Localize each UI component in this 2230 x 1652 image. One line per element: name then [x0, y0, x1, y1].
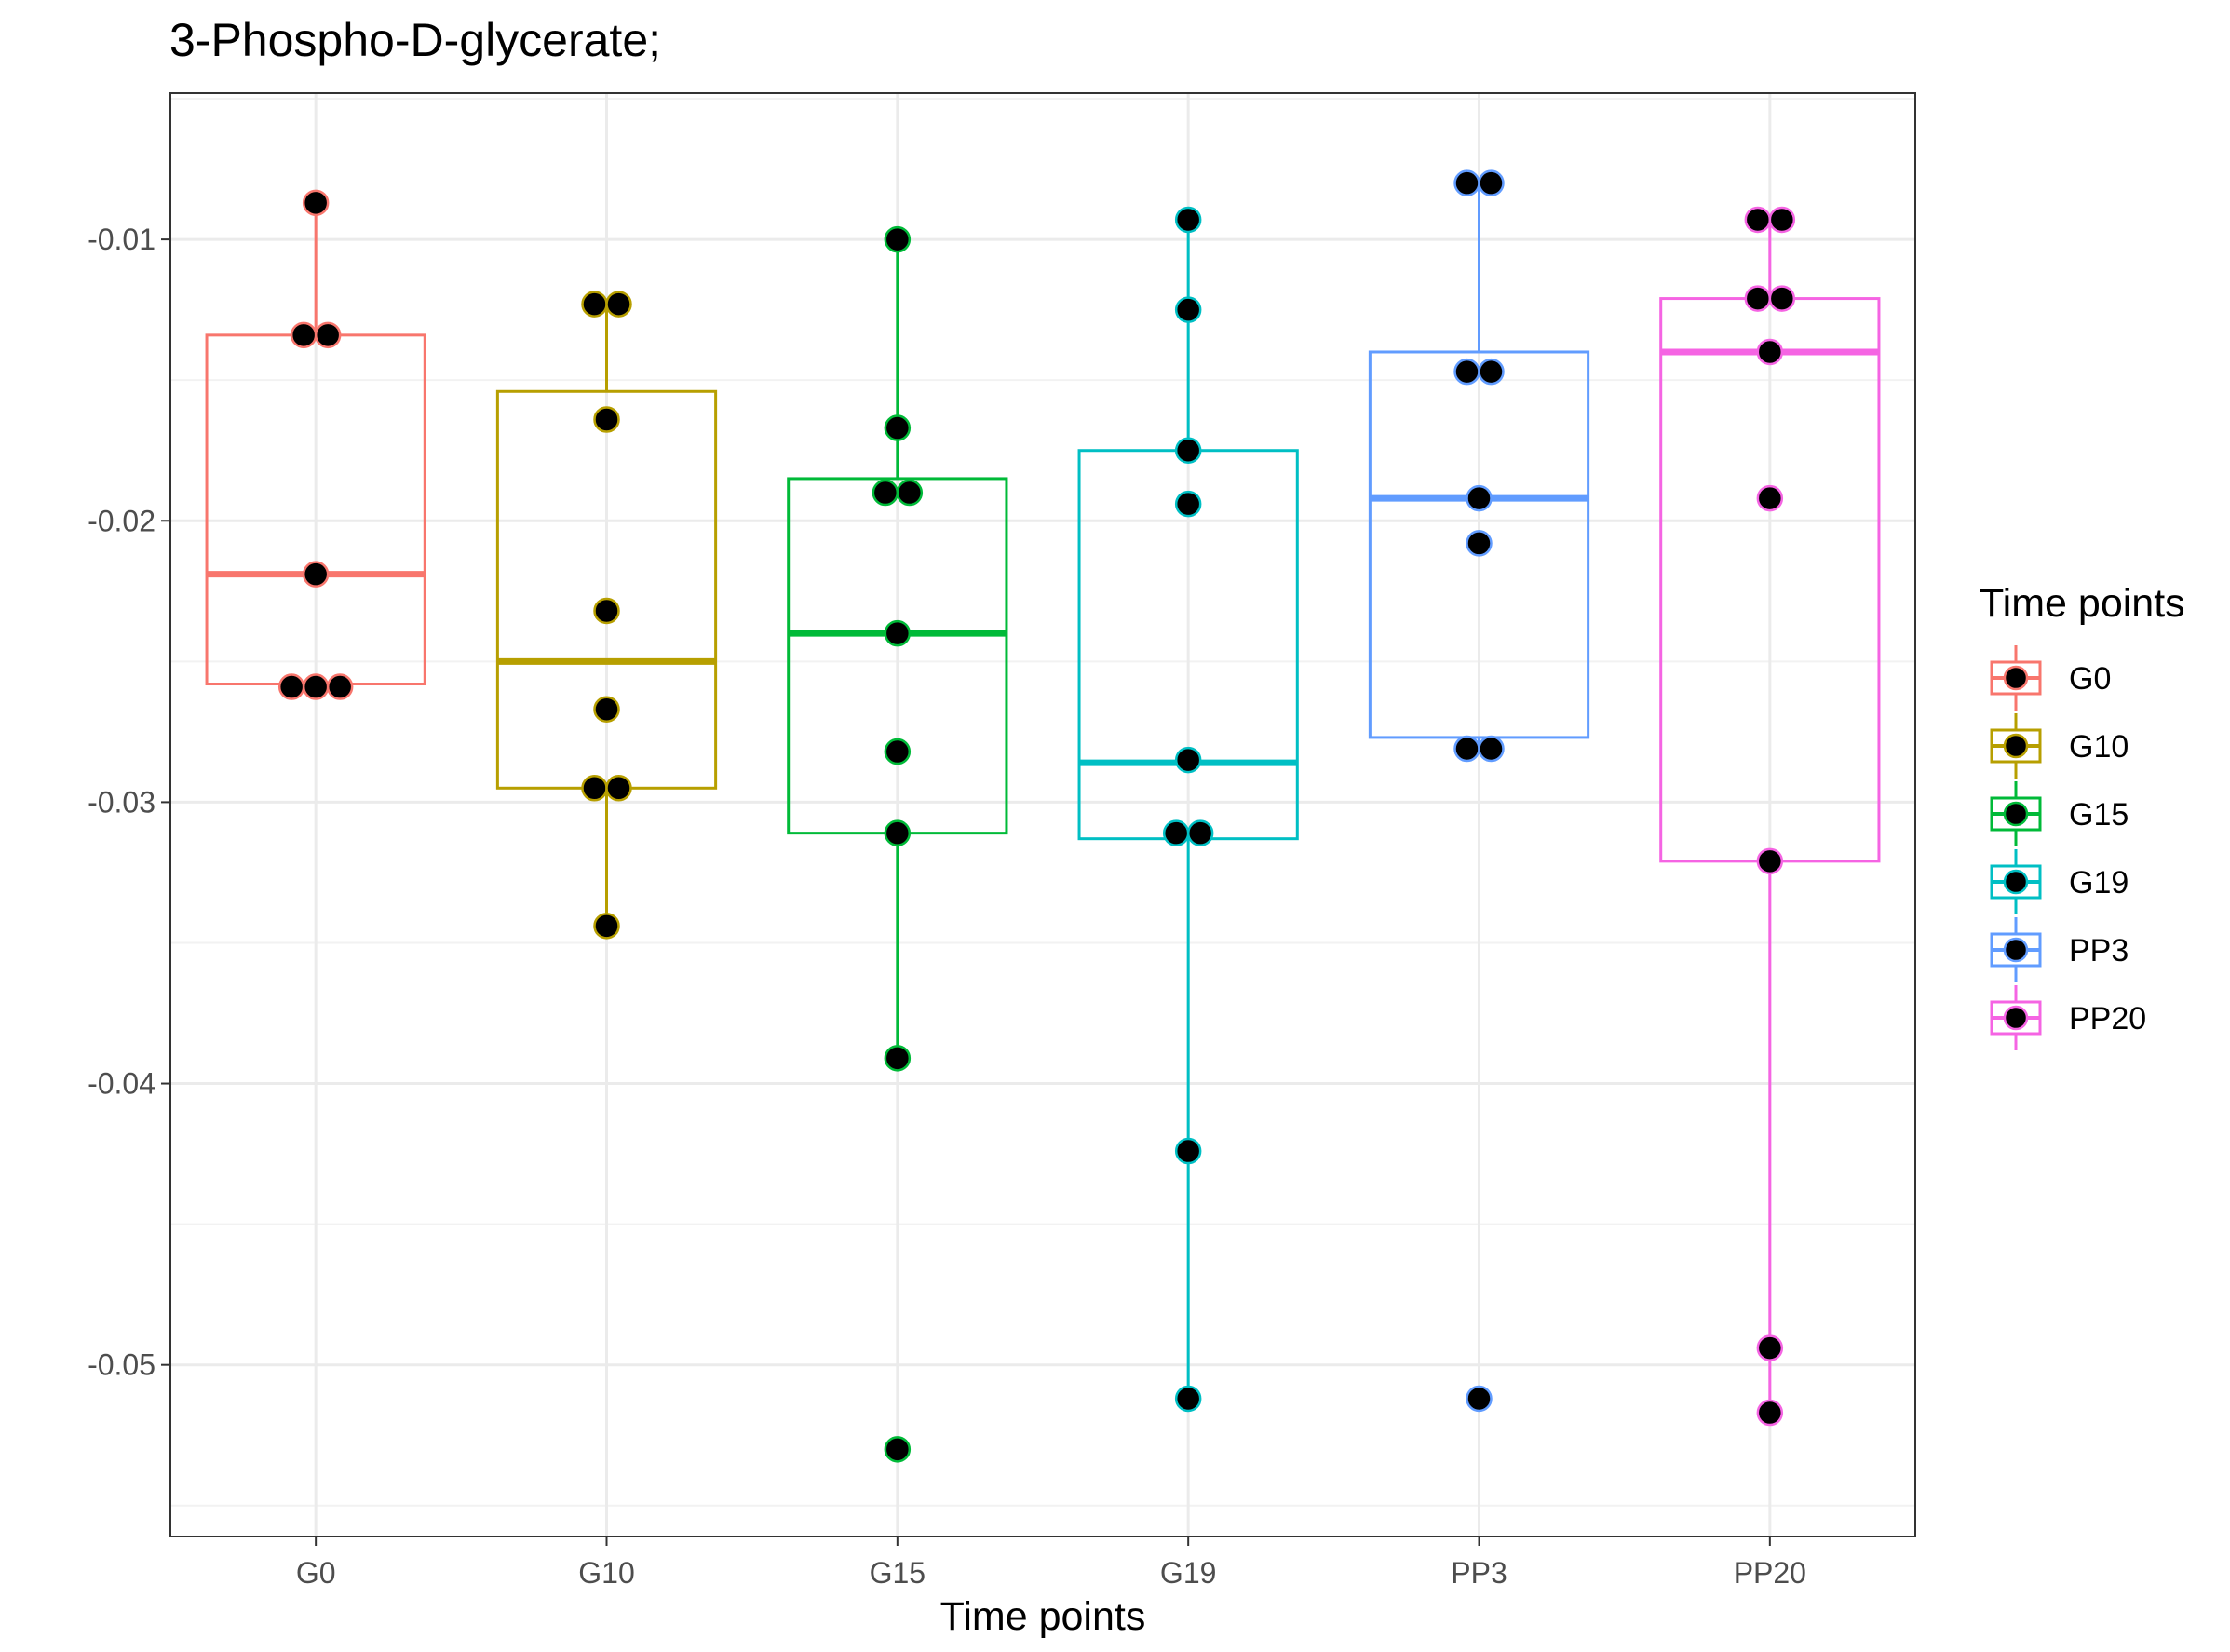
grid — [170, 93, 1915, 1537]
legend-items: G0 G10 G15 G19 PP3 PP20 — [1990, 645, 2146, 1050]
data-point — [581, 775, 608, 802]
x-tick-label: PP3 — [1451, 1556, 1507, 1590]
data-point — [605, 775, 632, 802]
y-tick-label: -0.04 — [88, 1067, 155, 1101]
data-point — [872, 479, 899, 507]
legend-title: Time points — [1980, 581, 2185, 626]
data-point — [1756, 338, 1784, 366]
data-point — [1174, 490, 1202, 518]
data-point — [884, 619, 912, 647]
data-point — [593, 913, 620, 940]
legend-item-g15: G15 — [1990, 781, 2129, 846]
data-point — [277, 673, 305, 700]
legend-key-point — [2003, 1005, 2029, 1031]
boxplots — [205, 183, 1881, 1414]
legend-label: G10 — [2069, 729, 2129, 765]
data-point — [1162, 819, 1190, 846]
data-point — [1453, 169, 1480, 196]
data-point — [884, 1045, 912, 1072]
data-point — [1174, 1137, 1202, 1165]
y-tick-label: -0.02 — [88, 504, 155, 537]
data-point — [1744, 206, 1772, 234]
x-tick-label: G10 — [578, 1556, 634, 1590]
legend-item-pp3: PP3 — [1990, 917, 2129, 982]
legend-key-point — [2003, 733, 2029, 759]
y-tick-label: -0.01 — [88, 223, 155, 256]
legend-label: G0 — [2069, 661, 2111, 697]
legend-item-g0: G0 — [1990, 645, 2111, 711]
chart-title: 3-Phospho-D-glycerate; — [169, 14, 661, 66]
x-tick-label: G15 — [870, 1556, 926, 1590]
data-point — [290, 321, 318, 349]
data-point — [1186, 819, 1214, 846]
data-point — [896, 479, 924, 507]
x-tick-label: PP20 — [1734, 1556, 1806, 1590]
data-point — [1478, 358, 1505, 386]
legend-label: PP3 — [2069, 933, 2129, 968]
data-point — [605, 291, 632, 318]
data-point — [593, 597, 620, 625]
x-tick-label: G19 — [1160, 1556, 1216, 1590]
data-point — [1768, 206, 1796, 234]
legend-item-g19: G19 — [1990, 849, 2129, 914]
legend-key-point — [2003, 801, 2029, 827]
data-point — [1466, 530, 1493, 557]
data-point — [302, 673, 330, 700]
data-point — [1466, 484, 1493, 512]
data-point — [1174, 746, 1202, 774]
data-point — [884, 225, 912, 253]
data-point — [1174, 206, 1202, 234]
data-point — [1174, 437, 1202, 464]
legend-key-point — [2003, 665, 2029, 691]
data-point — [1453, 735, 1480, 763]
data-point — [326, 673, 354, 700]
data-point — [1478, 735, 1505, 763]
data-point — [1756, 484, 1784, 512]
data-point — [1768, 285, 1796, 312]
data-point — [1756, 1399, 1784, 1427]
x-tick-label: G0 — [296, 1556, 336, 1590]
data-point — [1453, 358, 1480, 386]
data-point — [1466, 1385, 1493, 1413]
legend-label: G19 — [2069, 865, 2129, 900]
data-point — [1756, 1334, 1784, 1361]
legend-key-point — [2003, 937, 2029, 963]
legend: Time points G0 G10 G15 G19 PP3 PP20 — [1980, 581, 2185, 1050]
data-point — [314, 321, 342, 349]
legend-key-point — [2003, 869, 2029, 895]
legend-label: PP20 — [2069, 1001, 2146, 1036]
data-point — [302, 561, 330, 588]
data-point — [884, 738, 912, 765]
legend-item-pp20: PP20 — [1990, 985, 2146, 1050]
data-point — [1756, 847, 1784, 875]
data-point — [1478, 169, 1505, 196]
y-tick-label: -0.05 — [88, 1348, 155, 1382]
box-iqr — [1368, 350, 1590, 739]
y-tick-label: -0.03 — [88, 785, 155, 819]
x-axis-title: Time points — [940, 1594, 1146, 1639]
data-point — [884, 414, 912, 441]
data-point — [884, 1436, 912, 1463]
data-point — [593, 696, 620, 723]
legend-item-g10: G10 — [1990, 713, 2129, 779]
data-point — [1174, 1385, 1202, 1413]
plot-panel-border — [169, 92, 1916, 1537]
data-points — [277, 169, 1796, 1463]
data-point — [302, 189, 330, 217]
data-point — [1744, 285, 1772, 312]
data-point — [581, 291, 608, 318]
y-axis: -0.01 -0.02 -0.03 -0.04 -0.05 — [88, 223, 170, 1382]
data-point — [884, 819, 912, 846]
legend-label: G15 — [2069, 797, 2129, 833]
x-axis: G0 G10 G15 G19 PP3 PP20 — [296, 1537, 1806, 1590]
data-point — [1174, 296, 1202, 323]
data-point — [593, 406, 620, 433]
